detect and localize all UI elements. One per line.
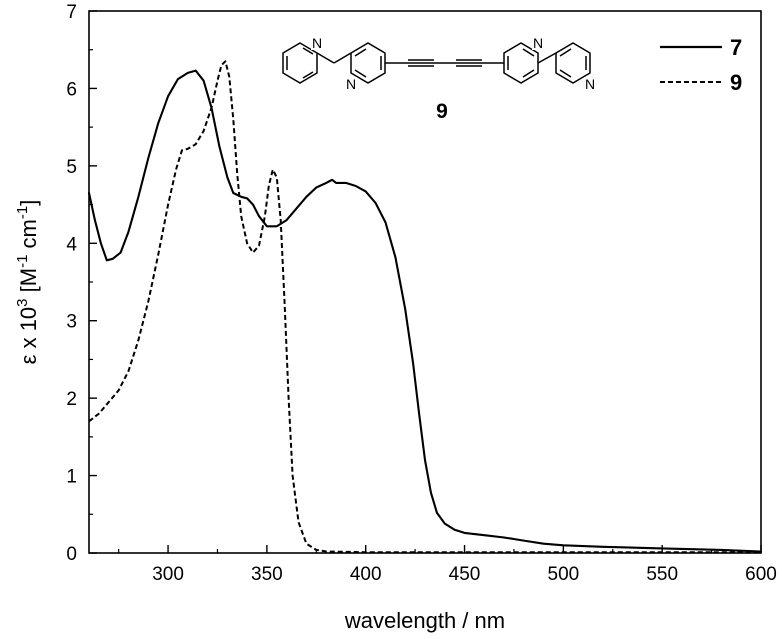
ring-2-double-bond-c (354, 69, 367, 78)
legend: 7 9 (660, 35, 742, 95)
bond-ring2-link (333, 52, 352, 64)
series-group (87, 60, 763, 554)
x-tick-label: 550 (646, 564, 678, 585)
series-7-line (87, 69, 763, 553)
y-axis-title-sup3: -1 (14, 206, 31, 219)
x-axis-ticks: 300 350 400 450 500 550 600 (118, 545, 777, 585)
atom-n-2: N (346, 76, 356, 92)
n-bg-1 (311, 36, 323, 50)
compound-label: 9 (436, 100, 448, 123)
y-axis-title-suffix: ] (16, 200, 41, 206)
x-tick-label: 300 (152, 564, 184, 585)
y-axis-title-sup2: -1 (14, 255, 31, 268)
y-axis-ticks: 0 1 2 3 4 5 6 7 (66, 2, 97, 565)
x-tick-label: 600 (745, 564, 777, 585)
y-axis-title-prefix: ε x 10 (16, 307, 41, 365)
y-axis-title-mid: [M (16, 268, 41, 299)
legend-label-7: 7 (730, 35, 742, 60)
bond-ring3-ring4 (537, 52, 557, 64)
molecule-structure (282, 42, 591, 84)
pyridine-ring-3 (503, 42, 539, 84)
ring-4-double-bond-a (559, 48, 572, 57)
x-tick-label: 500 (548, 564, 580, 585)
pyridine-ring-4 (555, 42, 591, 84)
y-tick-label: 0 (66, 544, 77, 565)
ring-2-double-bond-a (354, 48, 367, 57)
n-bg-4 (584, 77, 596, 91)
y-axis-title-sup1: 3 (14, 298, 31, 306)
pyridine-ring-2 (350, 42, 386, 84)
y-axis-title: ε x 103 [M-1 cm-1] (14, 200, 41, 365)
ring-3-double-bond-c (522, 69, 535, 78)
y-tick-label: 3 (66, 312, 77, 333)
ring-1-double-bond-c (302, 71, 314, 79)
y-tick-label: 2 (66, 389, 77, 410)
x-tick-label: 450 (449, 564, 481, 585)
ring-3-double-bond-b (522, 48, 535, 57)
atom-n-1: N (312, 35, 322, 51)
series-9-line (88, 60, 761, 554)
n-bg-2 (345, 77, 357, 91)
plot-frame (88, 10, 762, 554)
y-tick-label: 7 (66, 2, 77, 23)
ring-4-double-bond-c (559, 69, 572, 78)
atom-labels: N N N N (311, 35, 596, 92)
x-tick-label: 350 (251, 564, 283, 585)
n-bg-3 (532, 36, 544, 50)
atom-n-4: N (585, 76, 595, 92)
ring-1-double-bond-a (302, 47, 314, 55)
x-tick-label: 400 (350, 564, 382, 585)
y-tick-label: 4 (66, 234, 77, 255)
bond-ring1-ring2 (316, 52, 335, 64)
x-axis-title: wavelength / nm (344, 608, 505, 633)
y-tick-label: 5 (66, 157, 77, 178)
y-tick-label: 1 (66, 467, 77, 488)
legend-label-9: 9 (730, 70, 742, 95)
atom-n-3: N (533, 35, 543, 51)
y-axis-title-mid2: cm (16, 219, 41, 254)
y-tick-label: 6 (66, 79, 77, 100)
